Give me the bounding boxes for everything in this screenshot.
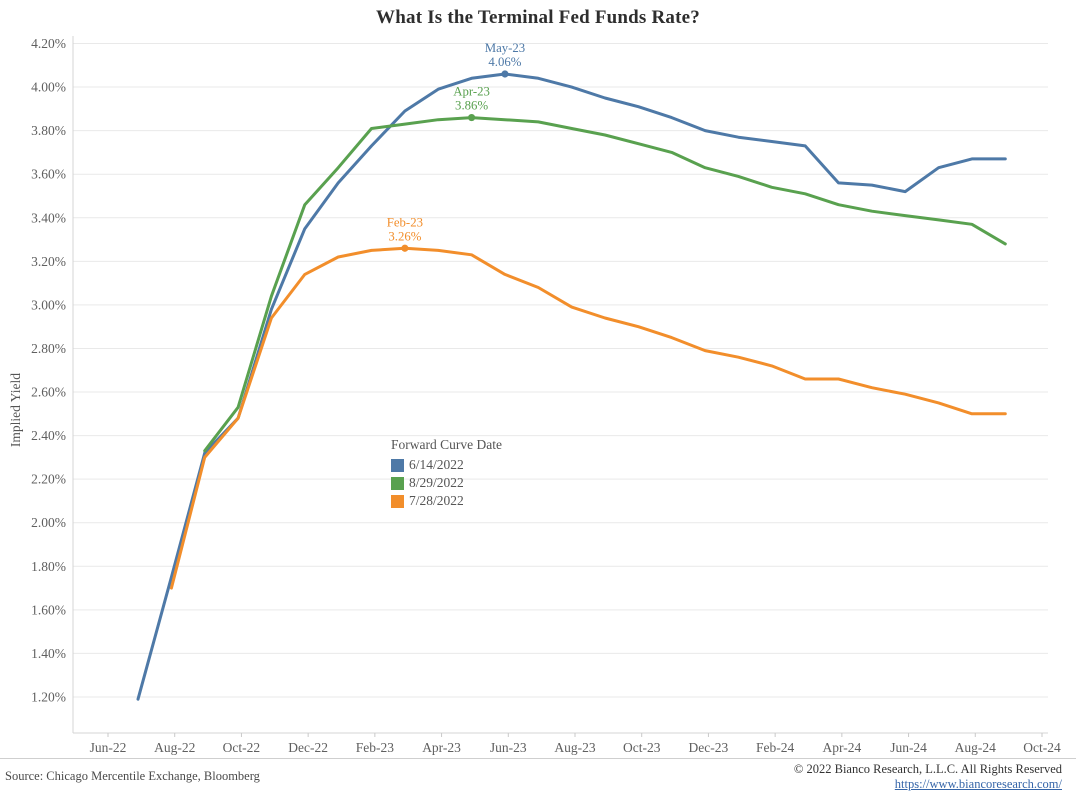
legend-swatch <box>391 494 404 508</box>
y-tick-label: 1.40% <box>31 646 66 661</box>
y-tick-label: 3.00% <box>31 297 66 312</box>
annotation-dot <box>467 113 476 122</box>
y-tick-label: 3.20% <box>31 254 66 269</box>
x-tick-label: Oct-22 <box>223 740 261 755</box>
annotation-value: 3.26% <box>388 229 421 243</box>
x-tick-label: Feb-24 <box>756 740 794 755</box>
x-tick-label: Apr-23 <box>422 740 461 755</box>
y-tick-label: 2.00% <box>31 515 66 530</box>
y-tick-label: 2.40% <box>31 428 66 443</box>
annotation-month: Feb-23 <box>387 215 423 229</box>
y-tick-label: 3.60% <box>31 167 66 182</box>
x-tick-label: Jun-24 <box>890 740 927 755</box>
x-tick-label: Aug-22 <box>154 740 195 755</box>
series-line-2 <box>203 116 1007 453</box>
x-tick-label: Oct-23 <box>623 740 661 755</box>
y-tick-label: 4.00% <box>31 80 66 95</box>
annotation-value: 4.06% <box>488 55 521 69</box>
y-tick-label: 3.40% <box>31 210 66 225</box>
annotation-value: 3.86% <box>455 99 488 113</box>
y-tick-label: 1.20% <box>31 690 66 705</box>
x-tick-label: Jun-23 <box>490 740 527 755</box>
annotation-dot <box>501 70 509 78</box>
y-tick-label: 4.20% <box>31 36 66 51</box>
x-tick-label: Aug-23 <box>554 740 595 755</box>
legend-item: 6/14/2022 <box>391 456 502 474</box>
legend-swatch <box>391 476 404 490</box>
x-tick-label: Apr-24 <box>822 740 861 755</box>
annotation-dot <box>401 244 409 252</box>
x-tick-label: Dec-23 <box>689 740 729 755</box>
footer-right: © 2022 Bianco Research, L.L.C. All Right… <box>794 762 1062 792</box>
x-tick-label: Oct-24 <box>1023 740 1061 755</box>
chart-title: What Is the Terminal Fed Funds Rate? <box>376 7 700 28</box>
legend-label: 7/28/2022 <box>409 493 464 508</box>
series-line-1 <box>136 72 1007 701</box>
y-tick-label: 2.20% <box>31 472 66 487</box>
series-line-3 <box>169 246 1007 590</box>
legend-item: 7/28/2022 <box>391 492 502 510</box>
x-tick-label: Aug-24 <box>955 740 996 755</box>
legend: Forward Curve Date 6/14/2022 8/29/2022 7/2… <box>391 437 502 510</box>
y-tick-label: 2.60% <box>31 385 66 400</box>
legend-swatch <box>391 458 404 472</box>
y-tick-label: 1.60% <box>31 602 66 617</box>
footer-link[interactable]: https://www.biancoresearch.com/ <box>894 777 1062 791</box>
y-tick-label: 2.80% <box>31 341 66 356</box>
legend-title: Forward Curve Date <box>391 437 502 452</box>
source-note: Source: Chicago Mercentile Exchange, Blo… <box>5 769 260 783</box>
copyright-text: © 2022 Bianco Research, L.L.C. All Right… <box>793 762 1062 776</box>
footer-divider <box>0 758 1076 759</box>
y-tick-label: 1.80% <box>31 559 66 574</box>
x-tick-label: Dec-22 <box>288 740 328 755</box>
y-tick-label: 3.80% <box>31 123 66 138</box>
annotation-month: Apr-23 <box>453 85 490 99</box>
legend-item: 8/29/2022 <box>391 474 502 492</box>
y-axis-title: Implied Yield <box>8 373 23 447</box>
legend-label: 6/14/2022 <box>409 457 464 472</box>
annotation-month: May-23 <box>485 41 526 55</box>
legend-label: 8/29/2022 <box>409 475 464 490</box>
x-tick-label: Jun-22 <box>90 740 127 755</box>
x-tick-label: Feb-23 <box>356 740 394 755</box>
